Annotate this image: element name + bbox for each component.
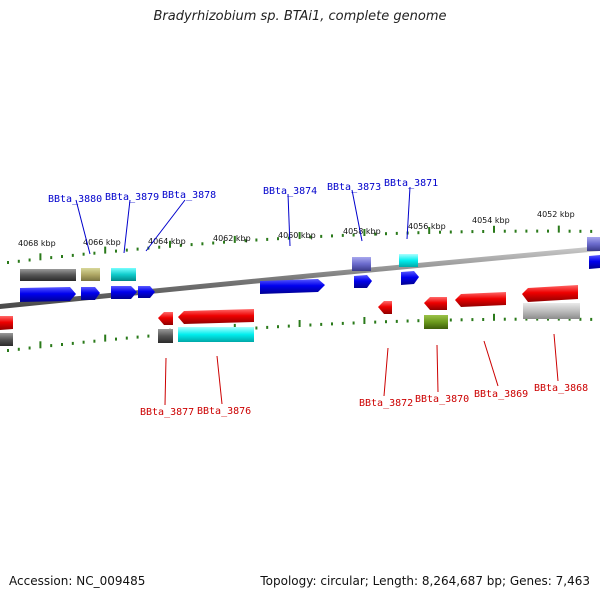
ruler-label: 4056 kbp <box>408 222 446 231</box>
gene-arrow-reverse[interactable] <box>522 285 578 302</box>
ruler-label: 4052 kbp <box>537 210 575 219</box>
gene-feature[interactable] <box>178 327 254 342</box>
gene-arrow-reverse[interactable] <box>378 301 392 314</box>
gene-feature[interactable] <box>158 329 173 343</box>
gene-label-forward[interactable]: BBta_3878 <box>162 190 216 201</box>
gene-arrow-reverse[interactable] <box>158 312 173 325</box>
reverse-leader-lines <box>164 333 559 406</box>
gene-label-reverse[interactable]: BBta_3876 <box>197 406 251 417</box>
gene-arrow-forward[interactable] <box>589 255 600 269</box>
gene-arrow-forward[interactable] <box>260 279 325 294</box>
gene-label-forward[interactable]: BBta_3879 <box>105 192 159 203</box>
gene-label-forward[interactable]: BBta_3873 <box>327 182 381 193</box>
gene-arrow-forward[interactable] <box>111 286 137 299</box>
gene-label-reverse[interactable]: BBta_3877 <box>140 407 194 418</box>
ruler-label: 4066 kbp <box>83 238 121 247</box>
ruler-label: 4064 kbp <box>148 237 186 246</box>
gene-label-reverse[interactable]: BBta_3868 <box>534 383 588 394</box>
forward-leader-lines <box>75 186 411 255</box>
gene-arrow-forward[interactable] <box>354 275 372 288</box>
ruler-label: 4058 kbp <box>343 227 381 236</box>
gene-arrow-reverse[interactable] <box>0 316 13 330</box>
gene-label-forward[interactable]: BBta_3871 <box>384 178 438 189</box>
gene-arrow-forward[interactable] <box>81 287 100 300</box>
genome-summary: Topology: circular; Length: 8,264,687 bp… <box>260 574 590 588</box>
gene-feature[interactable] <box>0 333 13 346</box>
genome-title: Bradyrhizobium sp. BTAi1, complete genom… <box>153 9 447 24</box>
gene-label-forward[interactable]: BBta_3874 <box>263 186 317 197</box>
gene-label-reverse[interactable]: BBta_3869 <box>474 389 528 400</box>
gene-feature[interactable] <box>523 303 580 319</box>
gene-label-reverse[interactable]: BBta_3872 <box>359 398 413 409</box>
ruler-label: 4054 kbp <box>472 216 510 225</box>
ruler-ticks-forward <box>7 225 593 264</box>
gene-feature[interactable] <box>20 269 76 281</box>
ruler-ticks-reverse <box>7 313 593 352</box>
gene-feature[interactable] <box>399 254 418 267</box>
gene-feature[interactable] <box>352 257 371 271</box>
gene-label-reverse[interactable]: BBta_3870 <box>415 394 469 405</box>
gene-arrow-reverse[interactable] <box>424 297 447 310</box>
gene-arrow-forward[interactable] <box>20 287 76 302</box>
ruler-label: 4062 kbp <box>213 234 251 243</box>
gene-arrow-reverse[interactable] <box>178 309 254 324</box>
gene-arrow-reverse[interactable] <box>455 292 506 307</box>
gene-arrow-forward[interactable] <box>138 286 155 298</box>
gene-feature[interactable] <box>587 237 600 251</box>
gene-arrow-forward[interactable] <box>401 271 419 285</box>
gene-feature[interactable] <box>424 315 448 329</box>
genome-backbone <box>0 245 600 310</box>
gene-label-forward[interactable]: BBta_3880 <box>48 194 102 205</box>
accession-label: Accession: NC_009485 <box>9 574 146 588</box>
ruler-label: 4060 kbp <box>278 231 316 240</box>
ruler-label: 4068 kbp <box>18 239 56 248</box>
gene-feature[interactable] <box>111 268 136 281</box>
gene-feature[interactable] <box>81 268 100 281</box>
